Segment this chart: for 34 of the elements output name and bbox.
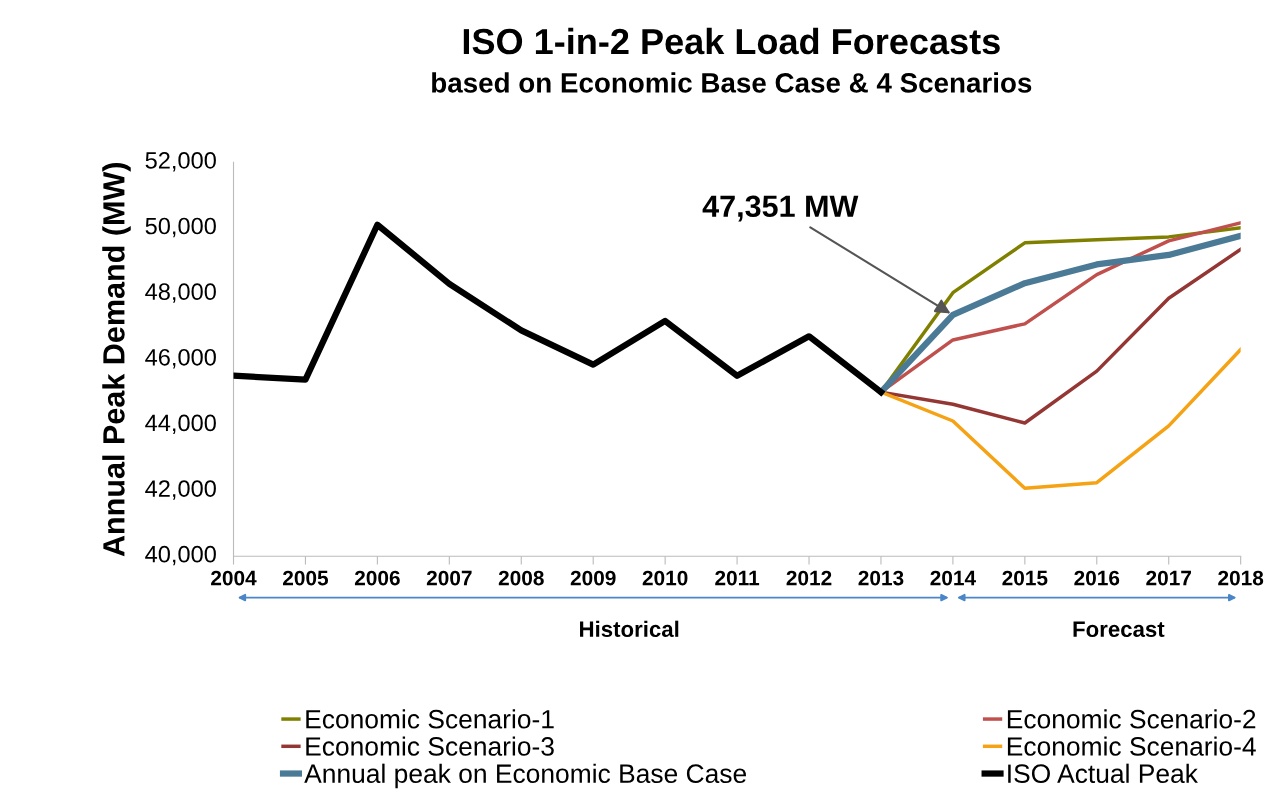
x-tick-label: 2009 [570,570,616,586]
y-axis-title: Annual Peak Demand (MW) [102,163,131,557]
x-tick-label: 2007 [426,570,472,586]
text: Forecast [1073,621,1165,638]
y-tick-label: 42,000 [145,480,216,500]
legend-label: Economic Scenario-1 [306,709,554,729]
y-tick-label: 48,000 [145,283,216,303]
x-tick-label: 2005 [283,570,329,586]
x-tick-label: 2011 [715,570,760,586]
x-tick-label: 2006 [354,570,400,586]
x-tick-label: 2016 [1074,570,1120,586]
x-tick-label: 2013 [858,570,904,586]
legend-label: ISO Actual Peak [1008,763,1198,784]
legend-label: Annual peak on Economic Base Case [304,763,746,789]
y-tick-label: 44,000 [145,414,216,435]
x-tick-label: 2017 [1146,570,1191,586]
annotation: 47,351 MW [702,195,859,222]
text: Historical [580,620,679,638]
x-tick-label: 2014 [930,570,976,586]
y-tick-label: 46,000 [145,348,216,369]
x-tick-label: 2018 [1218,570,1264,586]
legend-label: Economic Scenario-4 [1007,736,1256,756]
x-tick-label: 2012 [786,570,832,586]
y-tick-label: 40,000 [145,545,216,566]
legend-label: Economic Scenario-3 [306,736,554,756]
x-tick-label: 2004 [211,570,257,586]
x-tick-label: 2015 [1002,570,1048,586]
chart-title: ISO 1-in-2 Peak Load Forecasts [463,27,1000,55]
legend-label: Economic Scenario-2 [1007,709,1256,729]
x-tick-label: 2008 [498,570,544,586]
y-tick-label: 52,000 [145,152,216,172]
x-tick-label: 2010 [642,570,688,586]
chart-subtitle: based on Economic Base Case & 4 Scenarios [432,72,1032,93]
y-tick-label: 50,000 [145,217,216,238]
